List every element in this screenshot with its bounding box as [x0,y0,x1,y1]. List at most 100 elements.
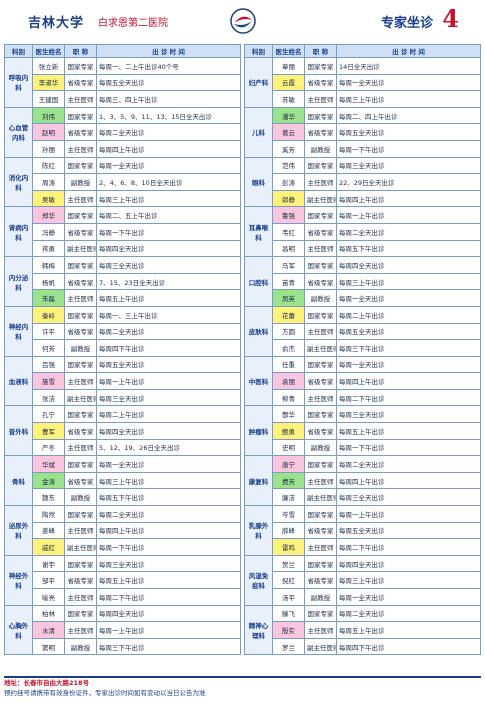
clinic-time: 每周三上午出诊 [336,272,481,291]
clinic-time: 每周四上午出诊 [96,139,241,158]
clinic-time: 每周五全天出诊 [96,355,241,374]
column-header: 职 称 [64,44,97,58]
doctor-name: 水清 [32,621,65,639]
schedule-row: 张洁 副主任医师 每周三全天出诊 [5,388,241,407]
doctor-name: 周涛 [32,173,65,191]
schedule-row: 窦明 副教授 每周三下午出诊 [5,637,241,656]
schedule-row: 费芳 主任医师 每周四上午出诊 [245,471,481,490]
left-schedule: 科别 医生姓名职 称出 诊 时 间呼吸内科 张立新 国家专家 每周一、二上午出诊40个号… [4,44,241,656]
doctor-name: 滕飞 [272,604,305,623]
department: 精神心理科 [244,604,273,656]
hospital-name: 白求恩第二医院 [98,18,168,29]
doctor-title: 副主任医师 [64,538,97,556]
schedule-row: 严冬 主任医师 5、12、19、26日全天出诊 [5,438,241,457]
schedule-row: 韦红 省级专家 每周二全天出诊 [245,222,481,241]
schedule-row: 史明 副教授 每周一下午出诊 [245,438,481,457]
clinic-time: 每周五下午出诊 [96,488,241,507]
clinic-time: 5、12、19、26日全天出诊 [96,438,241,457]
doctor-name: 彭涛 [272,173,305,191]
doctor-name: 金涛 [32,471,65,490]
doctor-title: 主任医师 [304,322,337,341]
doctor-name: 郑华 [32,206,65,224]
clinic-time: 每周三全天出诊 [336,156,481,175]
doctor-title: 主任医师 [64,372,97,390]
schedule-row: 苗青 省级专家 每周三上午出诊 [245,272,481,291]
doctor-title: 主任医师 [304,90,337,108]
doctor-title: 省级专家 [304,123,337,141]
doctor-title: 国家专家 [64,604,97,623]
doctor-title: 国家专家 [304,455,337,473]
column-header: 科别 [244,44,273,58]
doctor-title: 国家专家 [64,156,97,175]
schedule-row: 蒋勇 副主任医师 每周四全天出诊 [5,239,241,258]
clinic-time: 每周三全天出诊 [96,554,241,573]
doctor-title: 副教授 [304,438,337,457]
department: 妇产科 [244,57,273,108]
doctor-title: 主任医师 [64,139,97,158]
schedule-row: 吴敏 主任医师 每周三上午出诊 [5,189,241,208]
doctor-name: 云霞 [272,73,305,92]
doctor-title: 国家专家 [304,505,337,523]
doctor-title: 国家专家 [64,206,97,224]
clinic-time: 每周一全天出诊 [336,588,481,606]
schedule-row: 神经外科 谢宇 国家专家 每周三全天出诊 [4,554,241,606]
doctor-title: 省级专家 [304,272,337,291]
schedule-row: 邹平 省级专家 每周五上午出诊 [5,571,241,589]
doctor-name: 章丽 [272,57,305,75]
doctor-name: 郎静 [272,189,305,208]
doctor-title: 副主任医师 [64,388,97,407]
schedule-row: 殷实 主任医师 每周五上午出诊 [245,621,481,639]
doctor-title: 副主任医师 [304,339,337,357]
doctor-title: 主任医师 [304,239,337,258]
clinic-time: 每周三上午出诊 [336,571,481,589]
schedule-row: 云霞 省级专家 每周一全天出诊 [245,73,481,92]
clinic-time: 每周五全天出诊 [336,521,481,540]
department: 眼科 [244,156,273,208]
doctor-name: 苗青 [272,272,305,291]
doctor-title: 副教授 [304,139,337,158]
schedule-row: 汤平 副教授 每周一全天出诊 [245,588,481,606]
doctor-name: 任重 [272,355,305,374]
schedule-row: 耳鼻喉科 鲁强 国家专家 每周一上午出诊 [244,206,481,258]
schedule-row: 俞杰 副主任医师 每周三下午出诊 [245,339,481,357]
doctor-name: 薛峰 [272,521,305,540]
department: 普外科 [4,405,33,457]
doctor-name: 潘华 [272,106,305,125]
header-row: 科别 医生姓名职 称出 诊 时 间 [244,44,481,58]
doctor-name: 汤平 [272,588,305,606]
column-header: 医生姓名 [272,44,305,58]
doctor-name: 花蕾 [272,305,305,324]
doctor-name: 费芳 [272,471,305,490]
clinic-time: 每周一下午出诊 [336,438,481,457]
doctor-title: 国家专家 [304,604,337,623]
clinic-time: 7、15、23日全天出诊 [96,272,241,291]
clinic-time: 每周二全天出诊 [336,604,481,623]
department: 呼吸内科 [4,57,33,108]
schedule-row: 葛云 省级专家 每周五全天出诊 [245,123,481,141]
doctor-name: 施雪 [32,372,65,390]
doctor-name: 韦红 [272,222,305,241]
doctor-title: 省级专家 [304,571,337,589]
doctor-title: 省级专家 [64,73,97,92]
doctor-name: 李淑华 [32,73,65,92]
schedule-row: 妇产科 章丽 国家专家 14日全天出诊 [244,57,481,108]
doctor-name: 雷鸣 [272,538,305,556]
clinic-time: 每周三下午出诊 [96,637,241,656]
doctor-name: 马军 [272,256,305,274]
clinic-time: 每周五上午出诊 [336,422,481,440]
doctor-title: 国家专家 [304,405,337,424]
doctor-name: 苏敏 [272,90,305,108]
schedule-row: 昌明 主任医师 每周五下午出诊 [245,239,481,258]
schedule-row: 凤英 副教授 每周一全天出诊 [245,289,481,307]
doctor-title: 副主任医师 [64,239,97,258]
department: 肾病内科 [4,206,33,258]
clinic-time: 每周一下午出诊 [96,222,241,241]
doctor-name: 曹军 [32,422,65,440]
schedule-row: 彭涛 主任医师 22、29日全天出诊 [245,173,481,191]
doctor-title: 国家专家 [64,455,97,473]
doctor-title: 主任医师 [304,173,337,191]
schedule-row: 血液科 吕强 国家专家 每周五全天出诊 [4,355,241,407]
clinic-time: 每周四全天出诊 [96,239,241,258]
doctor-name: 姜峰 [32,521,65,540]
doctor-name: 岑雪 [272,505,305,523]
